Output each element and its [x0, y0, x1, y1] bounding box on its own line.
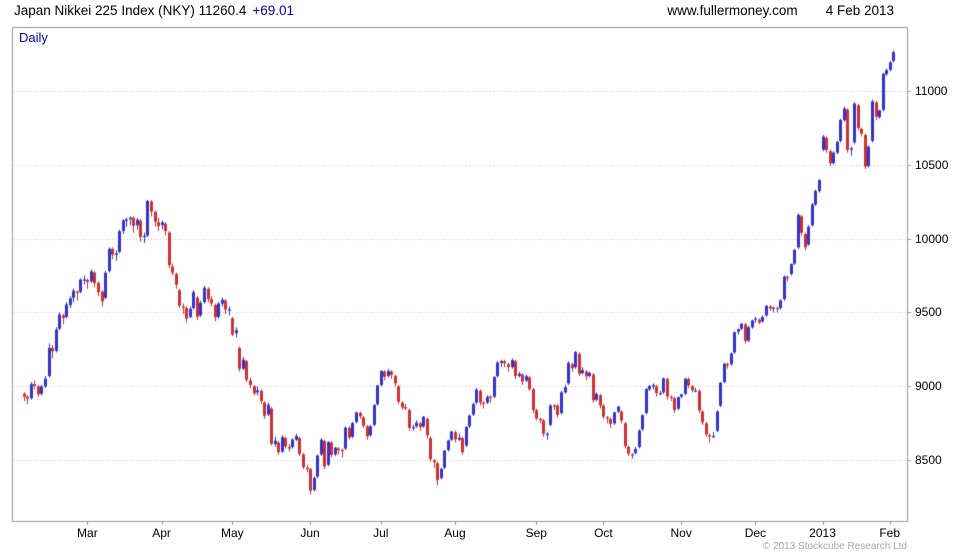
candlestick-chart-canvas [0, 0, 980, 560]
chart-page: Japan Nikkei 225 Index (NKY) 11260.4 +69.… [0, 0, 980, 560]
